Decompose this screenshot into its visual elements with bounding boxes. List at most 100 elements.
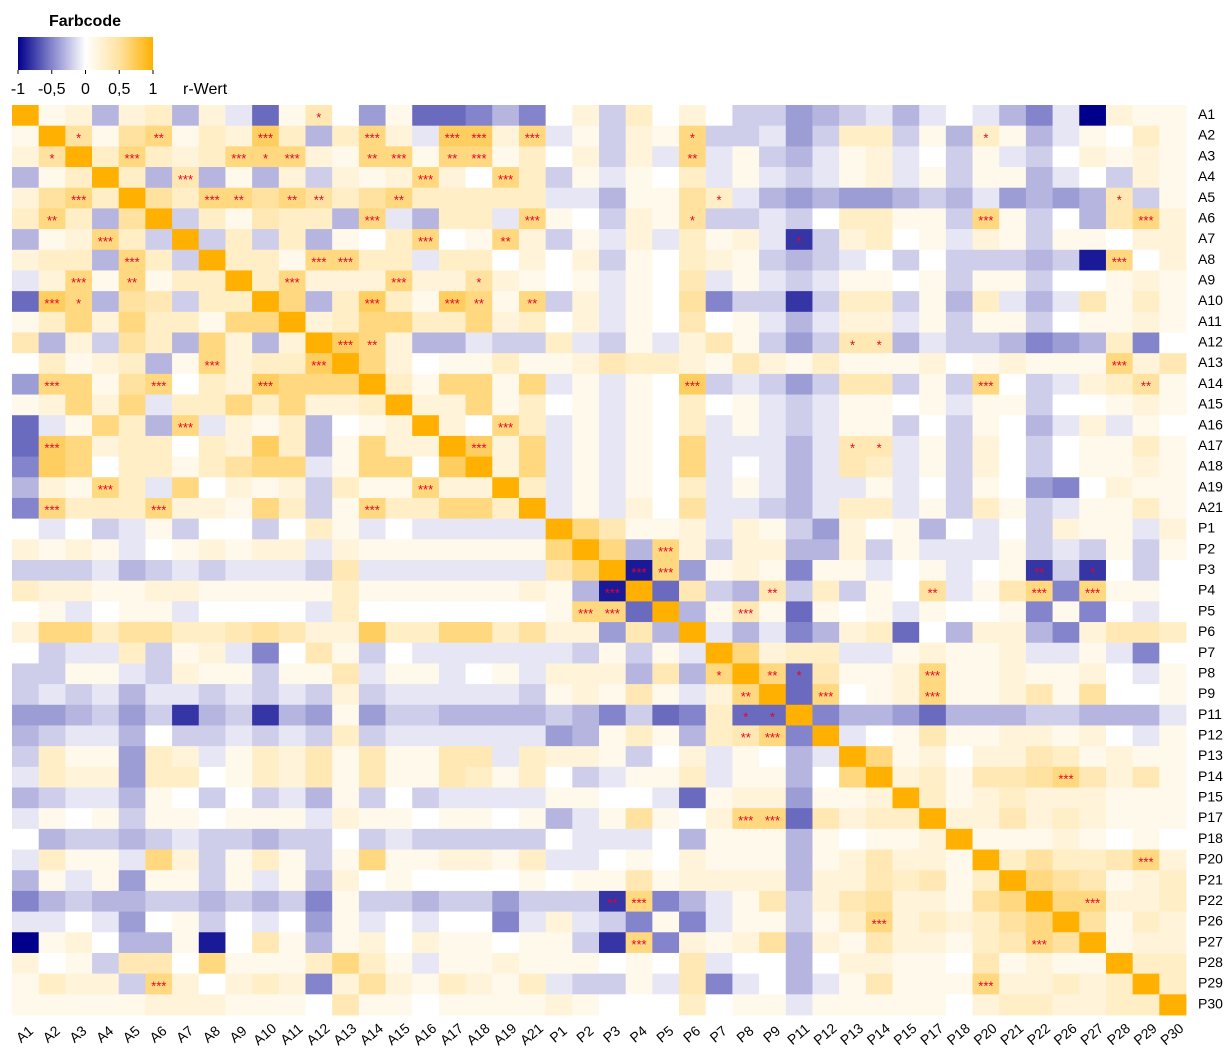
row-label: P1 — [1198, 520, 1215, 536]
significance-label: *** — [818, 689, 833, 704]
heatmap-cell — [759, 208, 787, 230]
heatmap-cell — [118, 725, 146, 747]
heatmap-cell — [1159, 249, 1187, 271]
heatmap-cell — [999, 725, 1027, 747]
heatmap-cell — [945, 973, 973, 995]
heatmap-cell — [145, 870, 173, 892]
heatmap-cell — [145, 270, 173, 292]
heatmap-cell — [305, 808, 333, 830]
heatmap-cell — [12, 994, 40, 1016]
heatmap-cell — [518, 539, 547, 561]
heatmap-cell — [412, 477, 440, 499]
heatmap-cell — [812, 229, 840, 251]
column-label: P28 — [1104, 1020, 1134, 1048]
heatmap-cell — [572, 601, 600, 623]
heatmap-cell — [1025, 766, 1053, 788]
heatmap-cell — [1105, 580, 1134, 602]
heatmap-cell — [812, 477, 840, 499]
heatmap-cell — [92, 353, 120, 375]
heatmap-cell — [225, 497, 253, 520]
row-label: P6 — [1198, 623, 1215, 639]
heatmap-cell — [919, 994, 947, 1016]
heatmap-cell — [705, 518, 733, 540]
heatmap-cell — [438, 890, 466, 912]
heatmap-cell — [385, 415, 413, 437]
heatmap-cell — [892, 229, 920, 251]
heatmap-cell — [1025, 808, 1053, 830]
heatmap-cell — [172, 642, 200, 664]
heatmap-cell — [1079, 415, 1107, 437]
heatmap-cell — [252, 435, 280, 457]
heatmap-cell — [892, 828, 920, 850]
heatmap-cell — [358, 435, 386, 457]
heatmap-cell — [198, 394, 226, 416]
column-label: A14 — [357, 1020, 387, 1048]
heatmap-cell — [278, 849, 306, 871]
heatmap-cell — [412, 684, 440, 706]
heatmap-cell — [599, 456, 627, 478]
heatmap-cell — [732, 477, 760, 499]
heatmap-cell — [332, 622, 360, 644]
heatmap-cell — [732, 808, 760, 830]
heatmap-cell — [65, 952, 93, 975]
heatmap-cell — [652, 415, 680, 437]
heatmap-cell — [492, 539, 520, 561]
heatmap-cell — [545, 973, 573, 995]
heatmap-cell — [599, 497, 627, 520]
heatmap-cell — [118, 601, 146, 623]
heatmap-cell — [305, 663, 333, 685]
heatmap-cell — [1159, 291, 1187, 313]
heatmap-cell — [492, 229, 520, 251]
row-label: A18 — [1198, 458, 1223, 474]
heatmap-cell — [999, 870, 1027, 892]
heatmap-cell — [332, 353, 360, 375]
heatmap-cell — [518, 456, 547, 478]
heatmap-cell — [785, 187, 813, 209]
heatmap-cell — [38, 167, 66, 189]
heatmap-cell — [625, 435, 653, 457]
heatmap-cell — [172, 477, 200, 499]
heatmap-cell — [438, 684, 466, 706]
heatmap-cell — [599, 208, 627, 230]
heatmap-cell — [972, 332, 1000, 354]
heatmap-cell — [92, 229, 120, 251]
heatmap-cell — [625, 601, 653, 623]
heatmap-cell — [465, 725, 493, 747]
significance-label: *** — [365, 213, 380, 228]
heatmap-cell — [1079, 870, 1107, 892]
heatmap-cell — [1105, 684, 1134, 706]
heatmap-cell — [438, 952, 466, 975]
heatmap-cell — [785, 684, 813, 706]
heatmap-cell — [92, 725, 120, 747]
heatmap-cell — [438, 332, 466, 354]
heatmap-cell — [92, 642, 120, 664]
heatmap-cell — [732, 932, 760, 954]
heatmap-cell — [332, 539, 360, 561]
heatmap-cell — [518, 125, 547, 147]
heatmap-cell — [1159, 415, 1187, 437]
heatmap-cell — [198, 787, 226, 809]
heatmap-cell — [1159, 125, 1187, 147]
heatmap-cell — [12, 787, 40, 809]
heatmap-cell — [625, 849, 653, 871]
heatmap-cell — [225, 973, 253, 995]
heatmap-cell — [705, 373, 733, 395]
heatmap-cell — [12, 497, 40, 520]
heatmap-cell — [1159, 932, 1187, 954]
heatmap-cell — [919, 601, 947, 623]
heatmap-cell — [518, 477, 547, 499]
heatmap-cell — [198, 808, 226, 830]
heatmap-cell — [438, 146, 466, 168]
heatmap-cell — [839, 849, 867, 871]
heatmap-cell — [919, 229, 947, 251]
heatmap-cell — [545, 518, 573, 540]
heatmap-cell — [839, 870, 867, 892]
heatmap-cell — [865, 890, 893, 912]
heatmap-cell — [599, 746, 627, 768]
row-label: A2 — [1198, 127, 1215, 143]
heatmap-cell — [465, 456, 493, 478]
heatmap-cell — [1159, 787, 1187, 809]
column-label: A8 — [200, 1022, 224, 1045]
heatmap-cell — [679, 973, 707, 995]
row-label: A6 — [1198, 209, 1215, 225]
